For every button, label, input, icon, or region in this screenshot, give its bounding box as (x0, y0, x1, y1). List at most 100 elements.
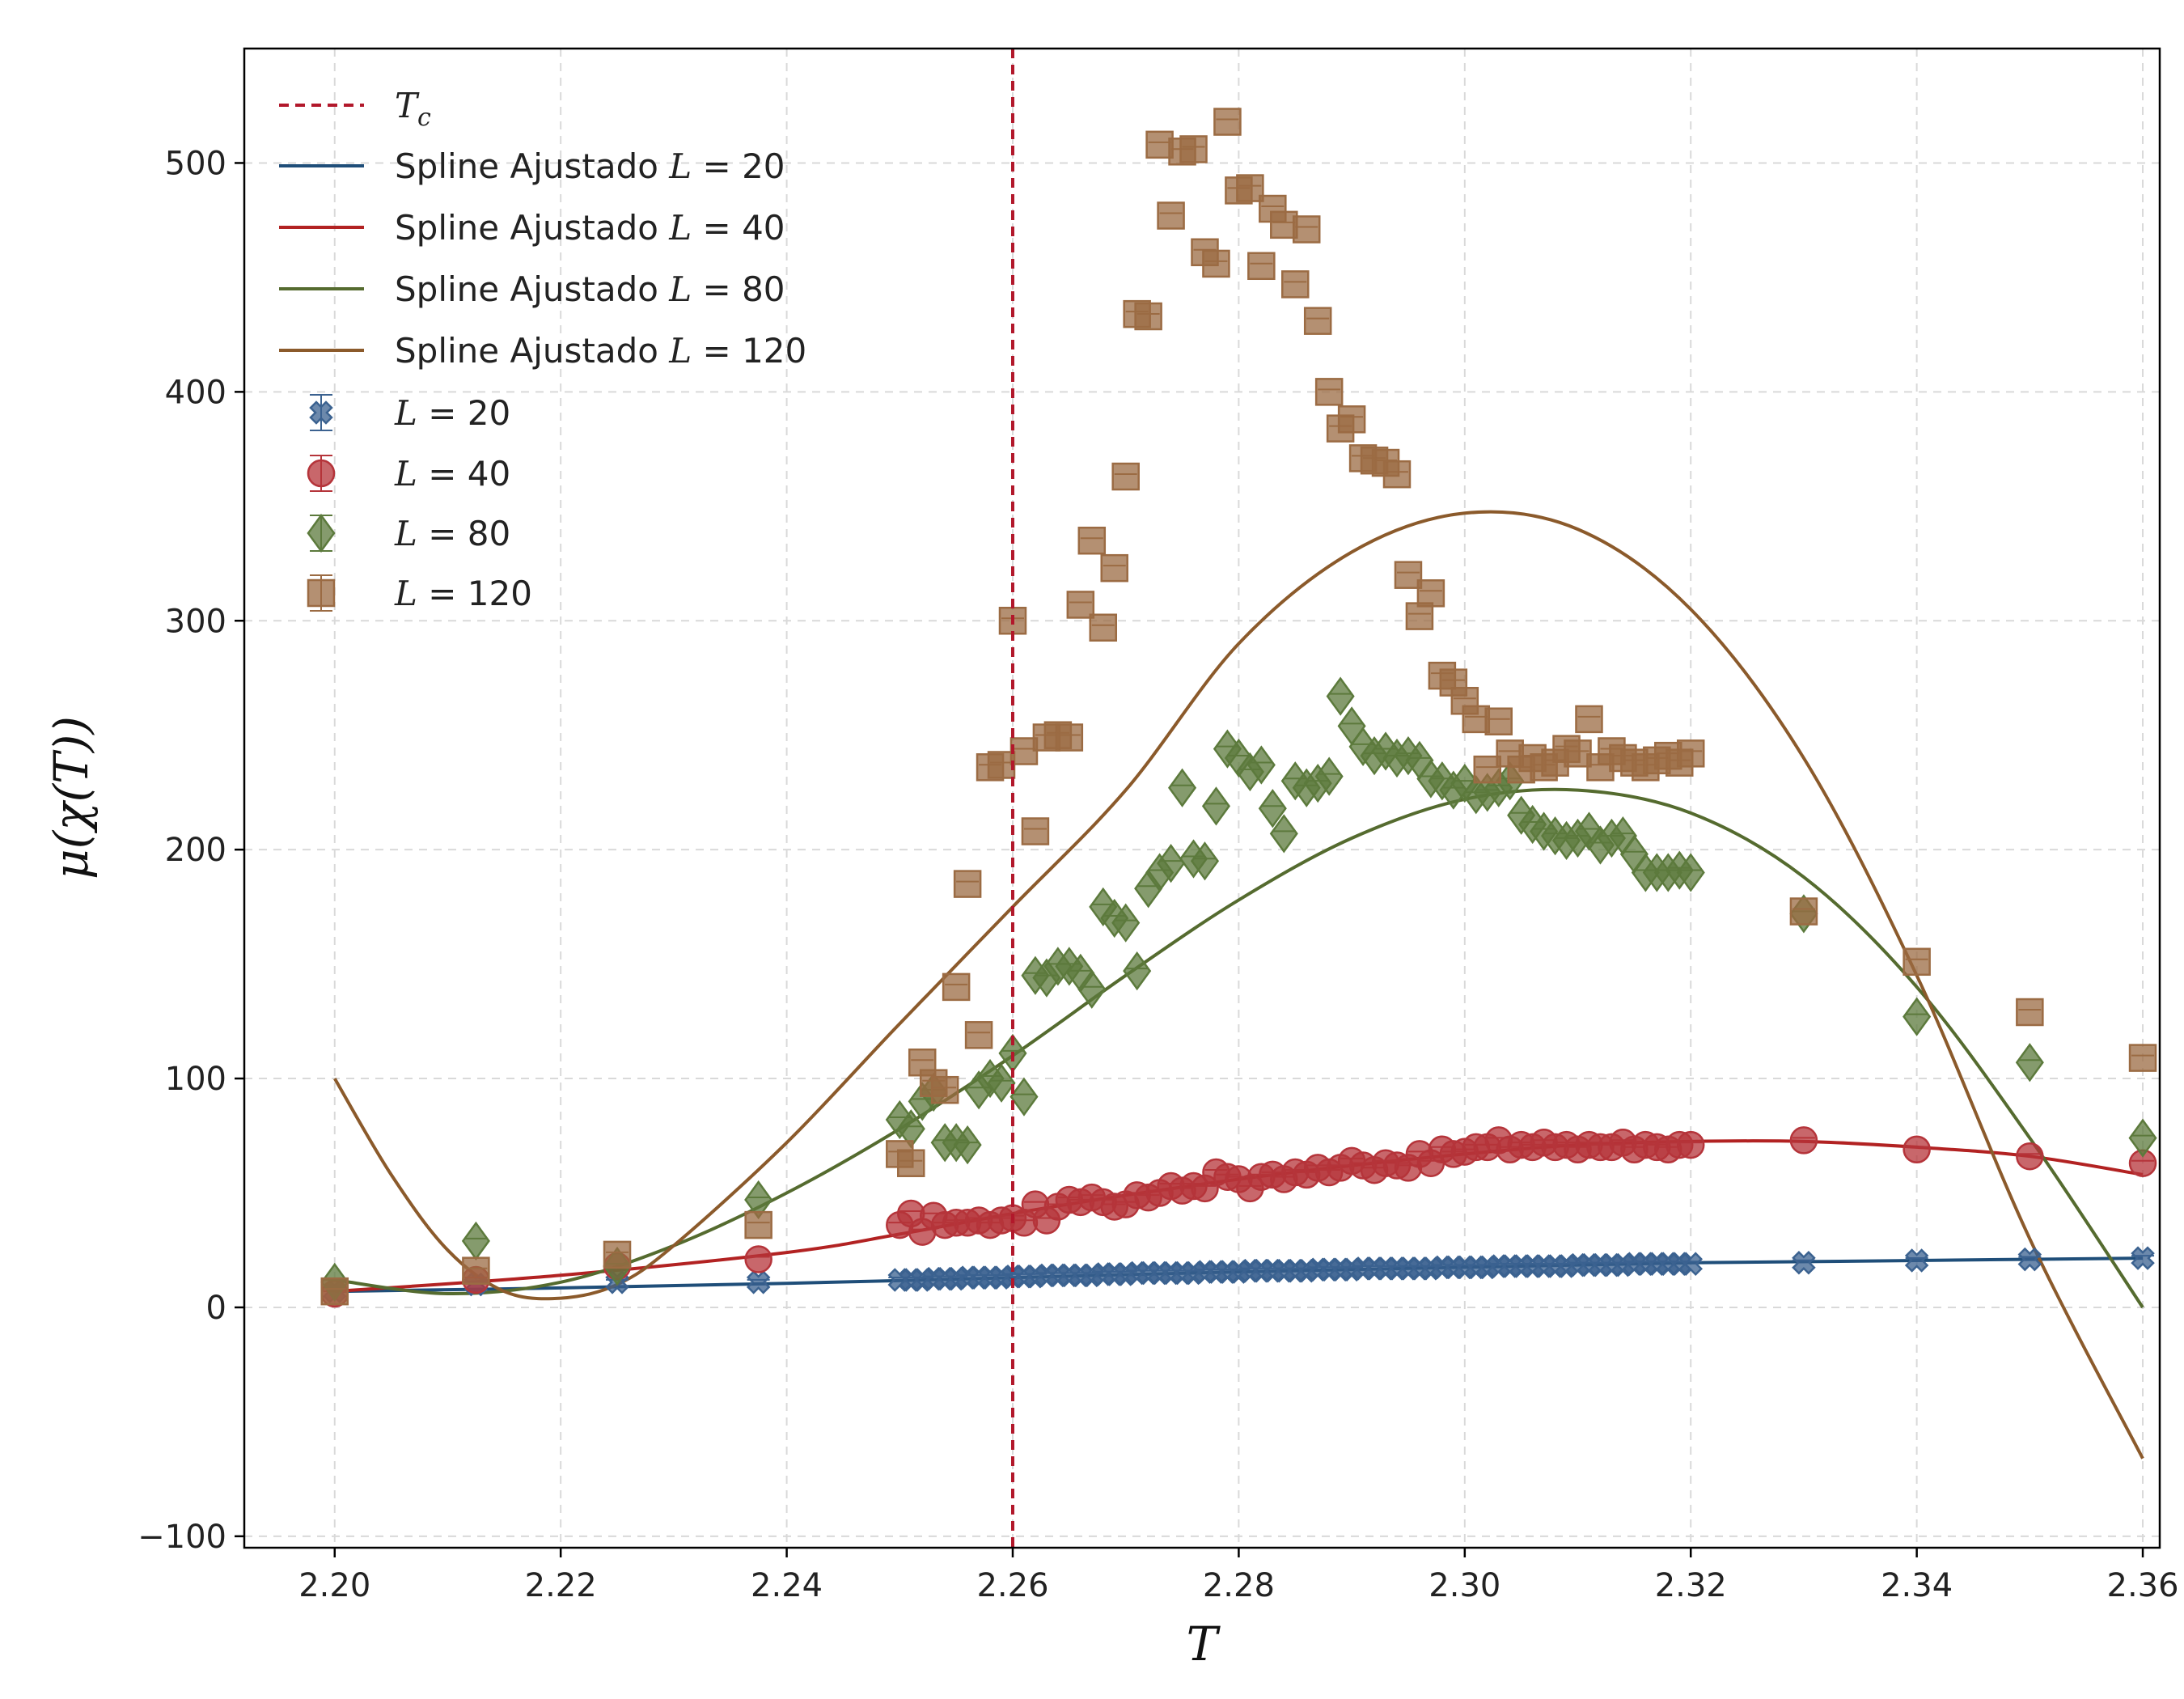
data-point (1089, 613, 1118, 642)
data-point (746, 1270, 771, 1294)
legend-spline-label: Spline Ajustado L = 40 (395, 208, 785, 248)
data-point (1258, 789, 1287, 828)
data-point (1157, 844, 1186, 883)
data-point (1382, 460, 1412, 489)
y-tick-label: 200 (165, 832, 226, 869)
legend-marker (307, 459, 336, 488)
data-point (1100, 553, 1128, 583)
series-L20 (322, 1246, 2155, 1303)
data-point (1201, 786, 1231, 826)
legend-spline-label: Spline Ajustado L = 80 (395, 269, 785, 309)
data-point (1077, 526, 1107, 555)
x-tick-label: 2.28 (1203, 1567, 1275, 1604)
legend-series-label: L = 40 (394, 454, 510, 494)
data-point (2131, 1246, 2155, 1270)
data-point (1462, 705, 1491, 734)
data-point (1009, 1077, 1039, 1116)
legend-spline-label: Spline Ajustado L = 20 (395, 146, 785, 186)
legend-series-label: L = 120 (394, 574, 532, 613)
data-point (1269, 814, 1298, 854)
legend-marker (307, 513, 336, 553)
data-point (1337, 405, 1366, 434)
legend-spline-label: Spline Ajustado L = 120 (395, 331, 806, 371)
data-point (1247, 252, 1276, 281)
data-point (1789, 897, 1818, 926)
data-point (1179, 135, 1208, 163)
data-point (2015, 1043, 2044, 1083)
data-point (1246, 745, 1276, 785)
data-point (1202, 249, 1230, 278)
y-axis-label: μ(χ(T)) (44, 716, 99, 879)
data-point (1904, 1248, 1929, 1273)
data-point (1676, 1130, 1705, 1159)
data-point (953, 870, 982, 898)
data-point (1314, 378, 1344, 406)
x-tick-label: 2.24 (751, 1567, 823, 1604)
x-axis-label: T (1187, 1616, 1221, 1671)
x-tick-label: 2.20 (298, 1567, 370, 1604)
data-point (1484, 707, 1513, 735)
data-point (744, 1245, 772, 1273)
data-point (1021, 817, 1050, 845)
y-axis-ticks: −100 0 100 200 300 400 500 (138, 145, 244, 1556)
data-point (1314, 756, 1344, 796)
data-point (987, 1063, 1016, 1103)
data-point (1903, 997, 1932, 1036)
y-tick-label: 400 (165, 374, 226, 411)
data-point (2016, 1142, 2044, 1171)
data-point (964, 1021, 993, 1049)
x-tick-label: 2.30 (1428, 1567, 1500, 1604)
data-point (1292, 215, 1321, 244)
data-point (2128, 1118, 2157, 1158)
data-point (987, 751, 1016, 779)
data-point (1903, 1135, 1931, 1164)
legend-series-label: L = 80 (394, 514, 510, 553)
data-point (462, 1256, 490, 1285)
data-point (1394, 561, 1423, 589)
data-point (320, 1277, 349, 1306)
legend-marker (309, 400, 333, 425)
data-point (1009, 737, 1039, 765)
data-point (1678, 1252, 1703, 1276)
data-point (942, 972, 971, 1002)
data-point (1157, 201, 1185, 230)
x-tick-label: 2.36 (2107, 1567, 2179, 1604)
data-point (897, 1149, 925, 1177)
data-point (2017, 1247, 2042, 1272)
x-axis-ticks: 2.20 2.22 2.24 2.26 2.28 2.30 2.32 2.34 2.36 (298, 1548, 2179, 1604)
x-tick-label: 2.26 (976, 1567, 1048, 1604)
legend: Tc Spline Ajustado L = 20 Spline Ajustado … (279, 86, 806, 613)
data-point (1303, 307, 1332, 335)
data-point (1055, 723, 1084, 752)
x-tick-label: 2.32 (1655, 1567, 1727, 1604)
data-point (1111, 462, 1140, 491)
data-point (1168, 768, 1197, 807)
data-point (930, 1075, 959, 1104)
data-point (2016, 998, 2044, 1027)
y-tick-label: −100 (138, 1519, 226, 1556)
data-point (1575, 705, 1603, 734)
legend-marker (307, 578, 336, 608)
y-tick-label: 300 (165, 603, 226, 640)
data-markers (320, 108, 2157, 1308)
data-point (1134, 302, 1162, 331)
data-point (2128, 1044, 2157, 1072)
data-point (1236, 174, 1264, 202)
data-point (1326, 676, 1355, 716)
data-point (1676, 853, 1705, 892)
x-tick-label: 2.22 (525, 1567, 597, 1604)
data-point (1789, 1126, 1818, 1155)
data-point (1564, 739, 1592, 768)
y-tick-label: 500 (165, 145, 226, 182)
legend-tc-label: Tc (395, 86, 431, 132)
series-L80 (320, 676, 2157, 1302)
data-point (1111, 903, 1141, 943)
y-tick-label: 0 (206, 1290, 226, 1327)
data-point (1190, 841, 1220, 881)
data-point (1473, 755, 1502, 784)
data-point (1416, 579, 1445, 608)
data-point (1676, 739, 1705, 768)
data-point (603, 1240, 632, 1269)
data-point (1213, 108, 1242, 136)
